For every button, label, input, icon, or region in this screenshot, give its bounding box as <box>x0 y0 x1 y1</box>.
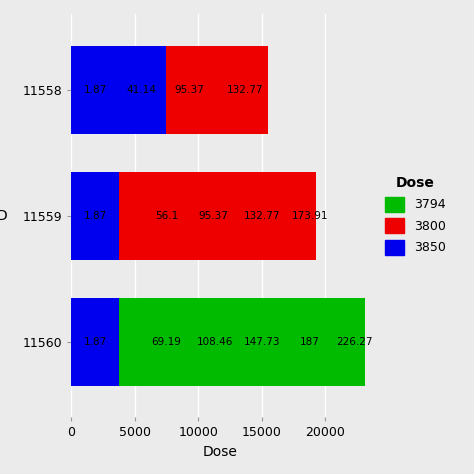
Bar <box>71 172 119 260</box>
Text: 69.19: 69.19 <box>152 337 182 346</box>
Legend: 3794, 3800, 3850: 3794, 3800, 3850 <box>379 170 452 261</box>
Text: 147.73: 147.73 <box>244 337 280 346</box>
Text: 95.37: 95.37 <box>199 210 228 221</box>
Text: 41.14: 41.14 <box>126 85 156 95</box>
Text: 132.77: 132.77 <box>227 85 264 95</box>
Bar <box>71 46 166 134</box>
Bar <box>166 46 268 134</box>
Bar <box>71 298 119 386</box>
Text: 1.87: 1.87 <box>83 210 107 221</box>
Text: 226.27: 226.27 <box>336 337 373 346</box>
Y-axis label: ID: ID <box>0 209 9 223</box>
Text: 1.87: 1.87 <box>83 337 107 346</box>
X-axis label: Dose: Dose <box>203 445 238 459</box>
Text: 187: 187 <box>300 337 320 346</box>
Bar <box>119 298 365 386</box>
Text: 95.37: 95.37 <box>174 85 204 95</box>
Text: 1.87: 1.87 <box>83 85 107 95</box>
Text: 132.77: 132.77 <box>244 210 280 221</box>
Text: 108.46: 108.46 <box>197 337 233 346</box>
Text: 56.1: 56.1 <box>155 210 178 221</box>
Bar <box>119 172 316 260</box>
Text: 173.91: 173.91 <box>292 210 328 221</box>
